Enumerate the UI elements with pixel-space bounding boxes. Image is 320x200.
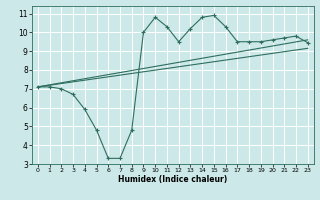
X-axis label: Humidex (Indice chaleur): Humidex (Indice chaleur) xyxy=(118,175,228,184)
